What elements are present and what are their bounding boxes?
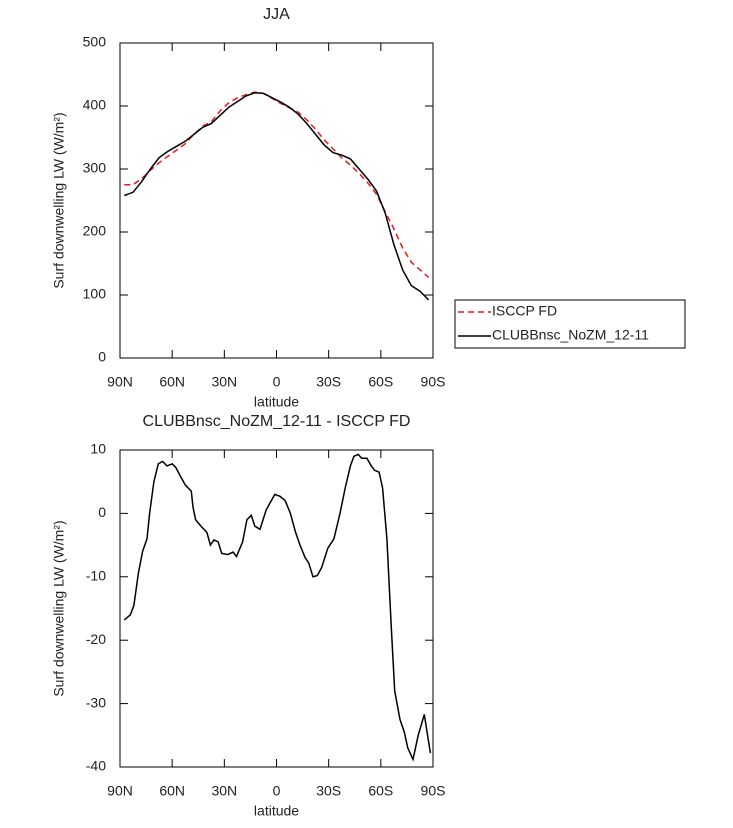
legend-label: CLUBBnsc_NoZM_12-11: [492, 327, 649, 343]
x-axis-label: latitude: [254, 803, 299, 819]
y-tick-label: -10: [86, 568, 106, 584]
y-axis-label: Surf downwelling LW (W/m²): [51, 112, 67, 288]
x-tick-label: 90N: [107, 783, 133, 799]
x-tick-label: 30N: [211, 783, 237, 799]
y-tick-label: 100: [83, 286, 107, 302]
x-tick-label: 0: [273, 374, 281, 390]
y-tick-label: 400: [83, 97, 107, 113]
y-tick-label: 200: [83, 223, 107, 239]
x-tick-label: 30S: [316, 374, 341, 390]
x-tick-label: 60S: [368, 783, 393, 799]
x-tick-label: 30N: [211, 374, 237, 390]
y-axis-label: Surf downwelling LW (W/m²): [51, 520, 67, 696]
legend-box: [454, 299, 686, 349]
plot-frame: [119, 42, 434, 359]
y-tick-label: -30: [86, 694, 106, 710]
x-tick-label: 30S: [316, 783, 341, 799]
x-tick-label: 0: [273, 783, 281, 799]
data-line: [124, 91, 430, 278]
data-line: [123, 453, 432, 762]
legend-label: ISCCP FD: [492, 303, 557, 319]
y-tick-label: -20: [86, 631, 106, 647]
plot-frame: [119, 449, 434, 768]
y-tick-label: -40: [86, 758, 106, 774]
chart-title: JJA: [263, 6, 290, 23]
data-line: [124, 92, 430, 301]
x-tick-label: 90S: [421, 374, 446, 390]
x-tick-label: 60N: [159, 374, 185, 390]
chart-title: CLUBBnsc_NoZM_12-11 - ISCCP FD: [143, 413, 411, 430]
x-tick-label: 60N: [159, 783, 185, 799]
y-tick-label: 10: [90, 441, 106, 457]
x-tick-label: 90N: [107, 374, 133, 390]
y-tick-label: 0: [98, 504, 106, 520]
x-tick-label: 90S: [421, 783, 446, 799]
x-tick-label: 60S: [368, 374, 393, 390]
x-axis-label: latitude: [254, 394, 299, 410]
y-tick-label: 300: [83, 160, 107, 176]
y-tick-label: 500: [83, 34, 107, 50]
y-tick-label: 0: [98, 349, 106, 365]
